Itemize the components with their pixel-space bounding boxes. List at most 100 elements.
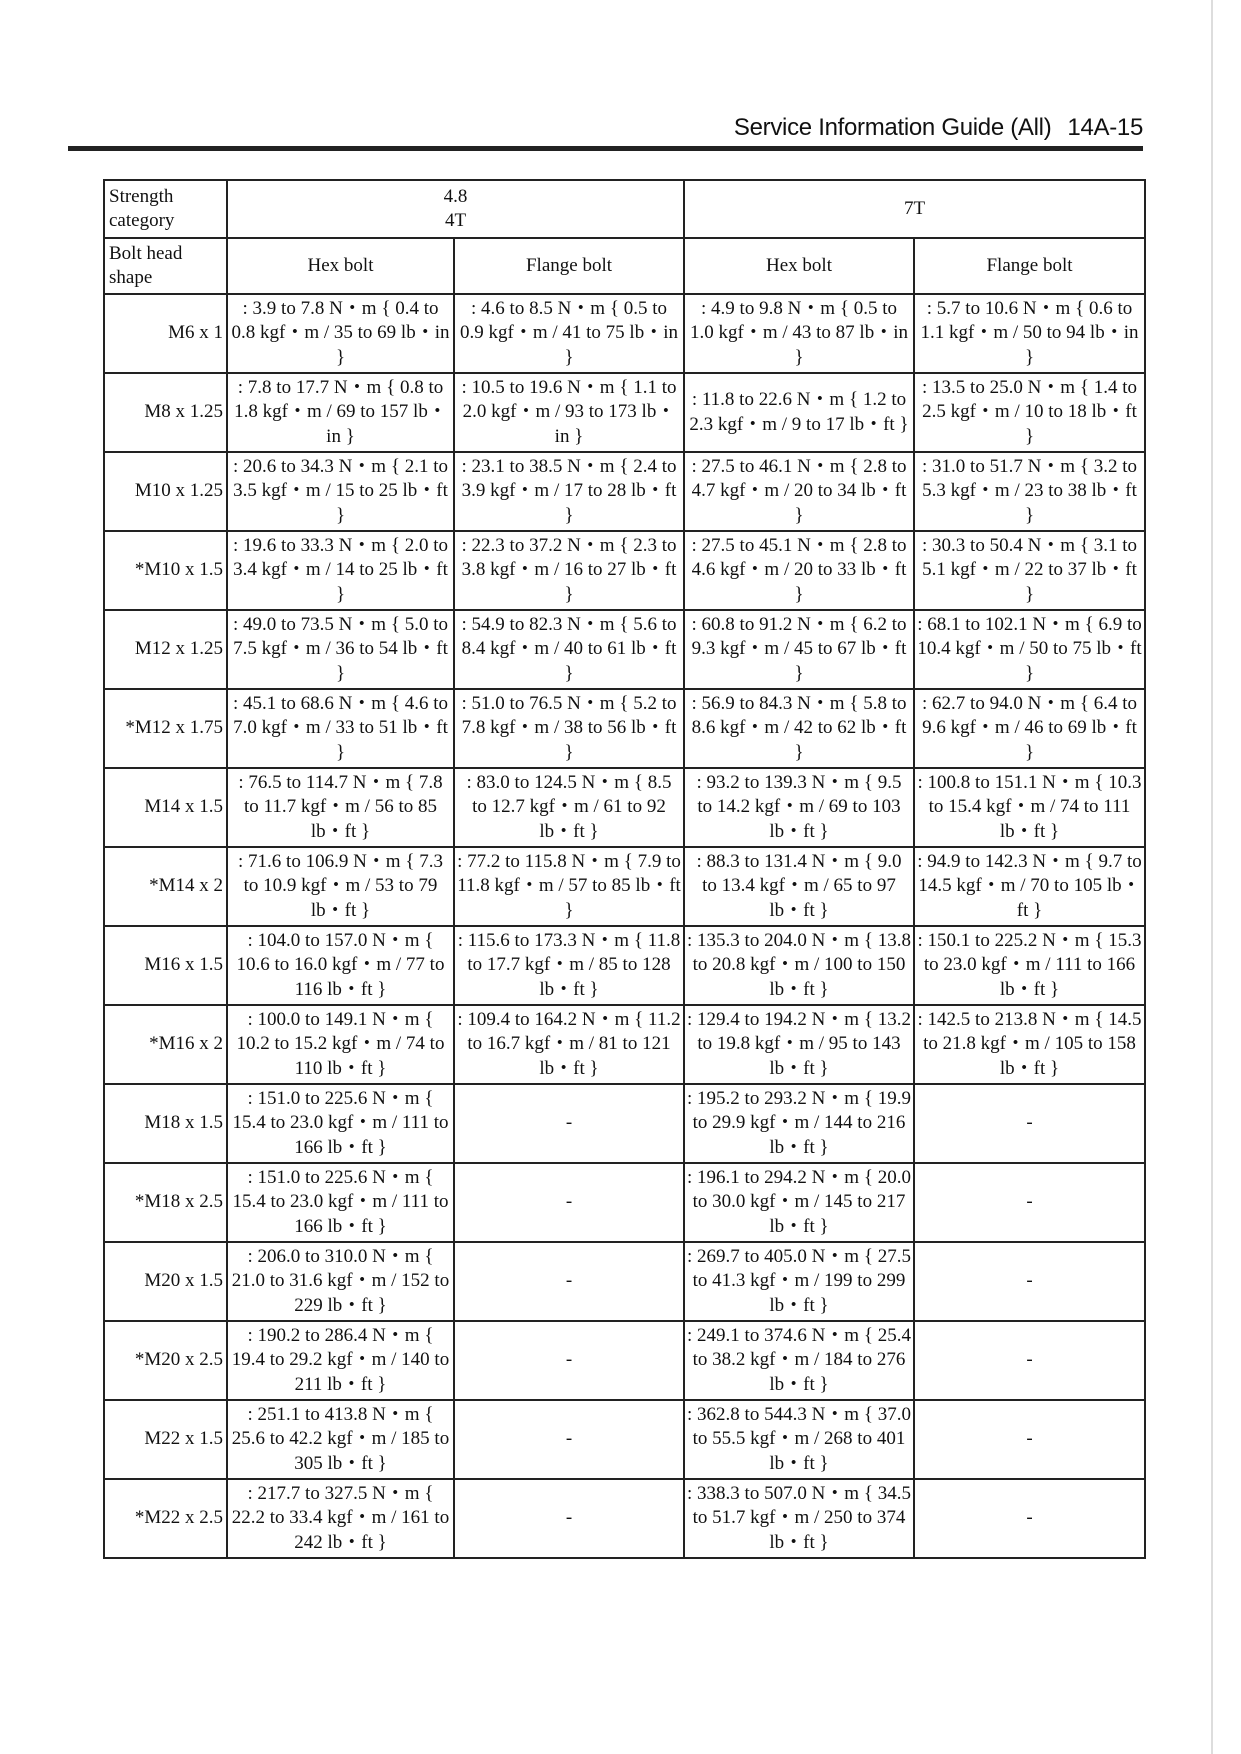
torque-cell: : 20.6 to 34.3 N・m { 2.1 to 3.5 kgf・m / … xyxy=(226,451,455,532)
torque-cell: : 94.9 to 142.3 N・m { 9.7 to 14.5 kgf・m … xyxy=(912,846,1147,927)
torque-cell: : 27.5 to 45.1 N・m { 2.8 to 4.6 kgf・m / … xyxy=(683,530,915,611)
page-number: 14A-15 xyxy=(1067,114,1143,141)
shape-row: Bolt head shape Hex bolt Flange bolt Hex… xyxy=(103,237,1147,295)
torque-cell: : 135.3 to 204.0 N・m { 13.8 to 20.8 kgf・… xyxy=(683,925,915,1006)
torque-cell: - xyxy=(453,1162,685,1243)
torque-cell: - xyxy=(912,1083,1147,1164)
torque-cell: : 60.8 to 91.2 N・m { 6.2 to 9.3 kgf・m / … xyxy=(683,609,915,690)
torque-cell: : 3.9 to 7.8 N・m { 0.4 to 0.8 kgf・m / 35… xyxy=(226,293,455,374)
torque-cell: : 206.0 to 310.0 N・m { 21.0 to 31.6 kgf・… xyxy=(226,1241,455,1322)
bolt-size: *M20 x 2.5 xyxy=(103,1320,228,1401)
torque-cell: : 115.6 to 173.3 N・m { 11.8 to 17.7 kgf・… xyxy=(453,925,685,1006)
torque-cell: : 88.3 to 131.4 N・m { 9.0 to 13.4 kgf・m … xyxy=(683,846,915,927)
torque-cell: : 217.7 to 327.5 N・m { 22.2 to 33.4 kgf・… xyxy=(226,1478,455,1559)
torque-cell: : 11.8 to 22.6 N・m { 1.2 to 2.3 kgf・m / … xyxy=(683,372,915,453)
strength-group-4t-line2: 4T xyxy=(444,210,467,231)
torque-cell: : 93.2 to 139.3 N・m { 9.5 to 14.2 kgf・m … xyxy=(683,767,915,848)
torque-cell: : 56.9 to 84.3 N・m { 5.8 to 8.6 kgf・m / … xyxy=(683,688,915,769)
torque-cell: : 7.8 to 17.7 N・m { 0.8 to 1.8 kgf・m / 6… xyxy=(226,372,455,453)
page-header: Service Information Guide (All) 14A-15 xyxy=(734,114,1143,142)
bolt-size: *M14 x 2 xyxy=(103,846,228,927)
bolt-size: *M22 x 2.5 xyxy=(103,1478,228,1559)
torque-cell: : 68.1 to 102.1 N・m { 6.9 to 10.4 kgf・m … xyxy=(912,609,1147,690)
table-row: *M20 x 2.5: 190.2 to 286.4 N・m { 19.4 to… xyxy=(103,1320,1147,1401)
strength-label: Strength category xyxy=(103,179,228,239)
table-row: *M22 x 2.5: 217.7 to 327.5 N・m { 22.2 to… xyxy=(103,1478,1147,1559)
torque-cell: - xyxy=(912,1241,1147,1322)
torque-cell: : 23.1 to 38.5 N・m { 2.4 to 3.9 kgf・m / … xyxy=(453,451,685,532)
torque-cell: : 251.1 to 413.8 N・m { 25.6 to 42.2 kgf・… xyxy=(226,1399,455,1480)
torque-cell: : 31.0 to 51.7 N・m { 3.2 to 5.3 kgf・m / … xyxy=(912,451,1147,532)
shape-header: Flange bolt xyxy=(912,237,1147,295)
bolt-size: M12 x 1.25 xyxy=(103,609,228,690)
torque-cell: : 76.5 to 114.7 N・m { 7.8 to 11.7 kgf・m … xyxy=(226,767,455,848)
torque-cell: : 22.3 to 37.2 N・m { 2.3 to 3.8 kgf・m / … xyxy=(453,530,685,611)
table-row: M10 x 1.25: 20.6 to 34.3 N・m { 2.1 to 3.… xyxy=(103,451,1147,532)
torque-cell: : 49.0 to 73.5 N・m { 5.0 to 7.5 kgf・m / … xyxy=(226,609,455,690)
bolt-size: M16 x 1.5 xyxy=(103,925,228,1006)
torque-cell: : 150.1 to 225.2 N・m { 15.3 to 23.0 kgf・… xyxy=(912,925,1147,1006)
bolt-size: M8 x 1.25 xyxy=(103,372,228,453)
strength-row: Strength category 4.8 4T 7T xyxy=(103,179,1147,239)
torque-cell: : 129.4 to 194.2 N・m { 13.2 to 19.8 kgf・… xyxy=(683,1004,915,1085)
torque-cell: - xyxy=(453,1083,685,1164)
shape-label: Bolt head shape xyxy=(103,237,228,295)
torque-cell: : 151.0 to 225.6 N・m { 15.4 to 23.0 kgf・… xyxy=(226,1162,455,1243)
torque-cell: - xyxy=(912,1478,1147,1559)
bolt-size: M6 x 1 xyxy=(103,293,228,374)
torque-cell: - xyxy=(912,1320,1147,1401)
table-row: *M16 x 2: 100.0 to 149.1 N・m { 10.2 to 1… xyxy=(103,1004,1147,1085)
torque-cell: : 83.0 to 124.5 N・m { 8.5 to 12.7 kgf・m … xyxy=(453,767,685,848)
torque-cell: : 5.7 to 10.6 N・m { 0.6 to 1.1 kgf・m / 5… xyxy=(912,293,1147,374)
torque-cell: : 109.4 to 164.2 N・m { 11.2 to 16.7 kgf・… xyxy=(453,1004,685,1085)
strength-group-4t-line1: 4.8 xyxy=(443,185,468,207)
table-row: *M18 x 2.5: 151.0 to 225.6 N・m { 15.4 to… xyxy=(103,1162,1147,1243)
strength-group-4t: 4.8 4T xyxy=(226,179,685,239)
torque-cell: - xyxy=(453,1399,685,1480)
shape-header: Hex bolt xyxy=(226,237,455,295)
table-row: M22 x 1.5: 251.1 to 413.8 N・m { 25.6 to … xyxy=(103,1399,1147,1480)
torque-cell: : 19.6 to 33.3 N・m { 2.0 to 3.4 kgf・m / … xyxy=(226,530,455,611)
torque-cell: : 62.7 to 94.0 N・m { 6.4 to 9.6 kgf・m / … xyxy=(912,688,1147,769)
bolt-size: *M12 x 1.75 xyxy=(103,688,228,769)
table-row: M6 x 1: 3.9 to 7.8 N・m { 0.4 to 0.8 kgf・… xyxy=(103,293,1147,374)
torque-cell: : 54.9 to 82.3 N・m { 5.6 to 8.4 kgf・m / … xyxy=(453,609,685,690)
torque-cell: : 71.6 to 106.9 N・m { 7.3 to 10.9 kgf・m … xyxy=(226,846,455,927)
torque-cell: - xyxy=(453,1241,685,1322)
torque-cell: - xyxy=(912,1399,1147,1480)
bolt-size: *M16 x 2 xyxy=(103,1004,228,1085)
torque-cell: : 30.3 to 50.4 N・m { 3.1 to 5.1 kgf・m / … xyxy=(912,530,1147,611)
bolt-size: M18 x 1.5 xyxy=(103,1083,228,1164)
torque-cell: : 27.5 to 46.1 N・m { 2.8 to 4.7 kgf・m / … xyxy=(683,451,915,532)
header-title: Service Information Guide (All) xyxy=(733,114,1052,141)
bolt-size: *M10 x 1.5 xyxy=(103,530,228,611)
bolt-size: M14 x 1.5 xyxy=(103,767,228,848)
torque-cell: : 249.1 to 374.6 N・m { 25.4 to 38.2 kgf・… xyxy=(683,1320,915,1401)
bolt-size: M20 x 1.5 xyxy=(103,1241,228,1322)
torque-cell: : 151.0 to 225.6 N・m { 15.4 to 23.0 kgf・… xyxy=(226,1083,455,1164)
shape-header: Flange bolt xyxy=(453,237,685,295)
torque-cell: : 195.2 to 293.2 N・m { 19.9 to 29.9 kgf・… xyxy=(683,1083,915,1164)
bolt-size: *M18 x 2.5 xyxy=(103,1162,228,1243)
torque-cell: : 51.0 to 76.5 N・m { 5.2 to 7.8 kgf・m / … xyxy=(453,688,685,769)
torque-cell: : 77.2 to 115.8 N・m { 7.9 to 11.8 kgf・m … xyxy=(453,846,685,927)
table-row: M12 x 1.25: 49.0 to 73.5 N・m { 5.0 to 7.… xyxy=(103,609,1147,690)
table-row: M8 x 1.25: 7.8 to 17.7 N・m { 0.8 to 1.8 … xyxy=(103,372,1147,453)
torque-cell: - xyxy=(453,1320,685,1401)
torque-cell: : 190.2 to 286.4 N・m { 19.4 to 29.2 kgf・… xyxy=(226,1320,455,1401)
strength-group-7t: 7T xyxy=(682,179,1147,239)
torque-cell: : 13.5 to 25.0 N・m { 1.4 to 2.5 kgf・m / … xyxy=(912,372,1147,453)
table-row: *M10 x 1.5: 19.6 to 33.3 N・m { 2.0 to 3.… xyxy=(103,530,1147,611)
table-row: *M12 x 1.75: 45.1 to 68.6 N・m { 4.6 to 7… xyxy=(103,688,1147,769)
torque-cell: : 10.5 to 19.6 N・m { 1.1 to 2.0 kgf・m / … xyxy=(453,372,685,453)
header-rule xyxy=(68,146,1143,151)
table-row: M20 x 1.5: 206.0 to 310.0 N・m { 21.0 to … xyxy=(103,1241,1147,1322)
torque-table: Strength category 4.8 4T 7T Bolt head sha… xyxy=(103,179,1147,1559)
table-row: M16 x 1.5: 104.0 to 157.0 N・m { 10.6 to … xyxy=(103,925,1147,1006)
torque-cell: - xyxy=(453,1478,685,1559)
torque-cell: : 4.6 to 8.5 N・m { 0.5 to 0.9 kgf・m / 41… xyxy=(453,293,685,374)
torque-cell: : 142.5 to 213.8 N・m { 14.5 to 21.8 kgf・… xyxy=(912,1004,1147,1085)
torque-cell: : 104.0 to 157.0 N・m { 10.6 to 16.0 kgf・… xyxy=(226,925,455,1006)
torque-cell: : 4.9 to 9.8 N・m { 0.5 to 1.0 kgf・m / 43… xyxy=(683,293,915,374)
